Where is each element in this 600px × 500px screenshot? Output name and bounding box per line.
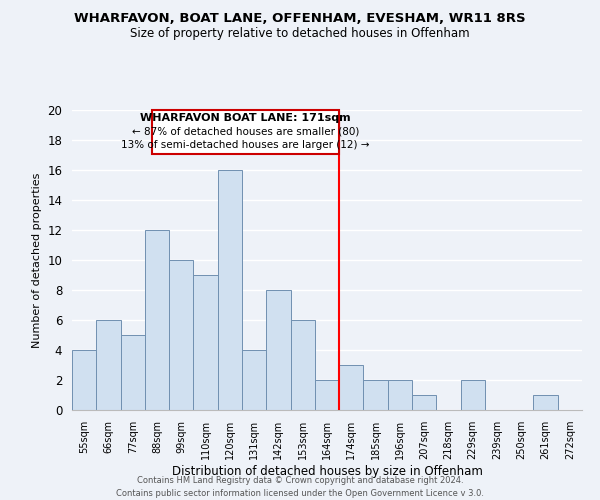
Text: WHARFAVON, BOAT LANE, OFFENHAM, EVESHAM, WR11 8RS: WHARFAVON, BOAT LANE, OFFENHAM, EVESHAM,… xyxy=(74,12,526,26)
Bar xyxy=(388,380,412,410)
Text: WHARFAVON BOAT LANE: 171sqm: WHARFAVON BOAT LANE: 171sqm xyxy=(140,113,351,123)
Bar xyxy=(121,335,145,410)
X-axis label: Distribution of detached houses by size in Offenham: Distribution of detached houses by size … xyxy=(172,465,482,478)
Bar xyxy=(266,290,290,410)
Text: Contains public sector information licensed under the Open Government Licence v : Contains public sector information licen… xyxy=(116,489,484,498)
Bar xyxy=(364,380,388,410)
Bar xyxy=(152,110,339,154)
Bar xyxy=(339,365,364,410)
Bar xyxy=(290,320,315,410)
Bar xyxy=(96,320,121,410)
Bar xyxy=(242,350,266,410)
Bar xyxy=(461,380,485,410)
Text: ← 87% of detached houses are smaller (80): ← 87% of detached houses are smaller (80… xyxy=(132,126,359,136)
Bar xyxy=(412,395,436,410)
Bar xyxy=(315,380,339,410)
Text: 13% of semi-detached houses are larger (12) →: 13% of semi-detached houses are larger (… xyxy=(121,140,370,150)
Y-axis label: Number of detached properties: Number of detached properties xyxy=(32,172,42,348)
Bar xyxy=(169,260,193,410)
Bar xyxy=(193,275,218,410)
Bar xyxy=(145,230,169,410)
Bar xyxy=(218,170,242,410)
Bar xyxy=(533,395,558,410)
Text: Size of property relative to detached houses in Offenham: Size of property relative to detached ho… xyxy=(130,28,470,40)
Text: Contains HM Land Registry data © Crown copyright and database right 2024.: Contains HM Land Registry data © Crown c… xyxy=(137,476,463,485)
Bar xyxy=(72,350,96,410)
